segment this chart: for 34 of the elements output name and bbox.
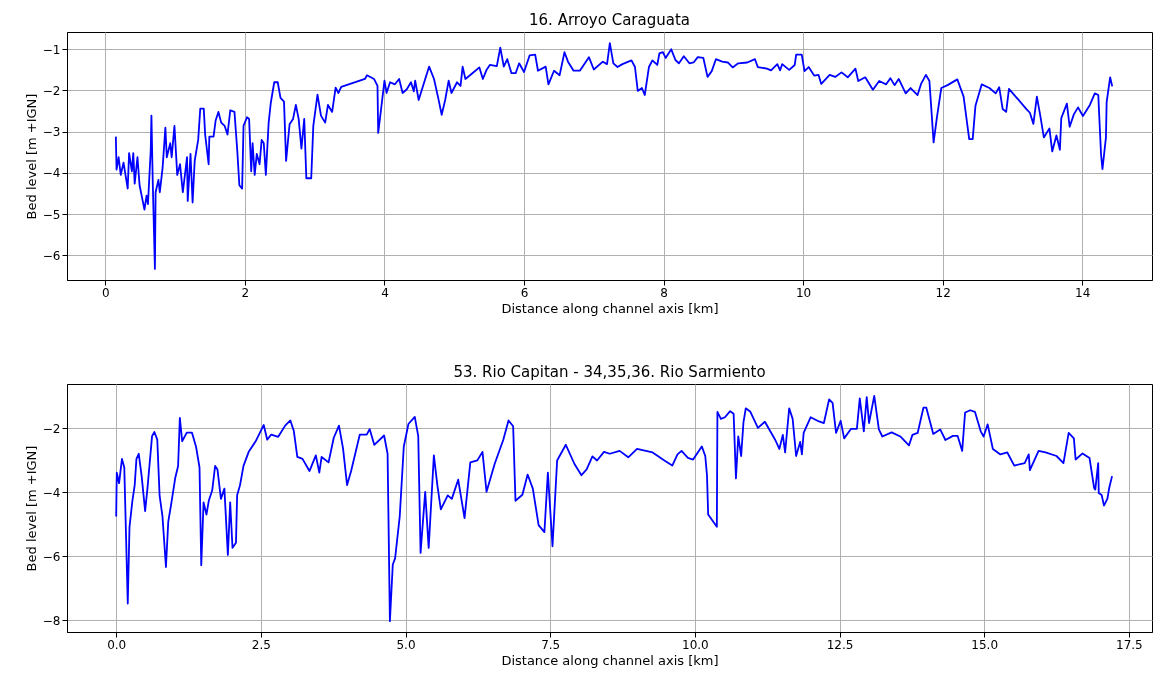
x-tick-label: 7.5 bbox=[541, 637, 561, 652]
y-tick-label: −4 bbox=[42, 485, 61, 500]
line-series bbox=[115, 394, 1113, 623]
y-tick-label: −6 bbox=[42, 248, 61, 263]
x-axis-title: Distance along channel axis [km] bbox=[501, 300, 719, 316]
x-tick-label: 0.0 bbox=[107, 637, 127, 652]
x-axis-title: Distance along channel axis [km] bbox=[501, 652, 719, 668]
x-tick-label: 8 bbox=[660, 285, 668, 300]
line-series bbox=[114, 42, 1114, 270]
x-tick-label: 2 bbox=[241, 285, 250, 300]
y-tick-label: −1 bbox=[42, 42, 61, 57]
y-tick-label: −6 bbox=[42, 549, 61, 564]
x-tick-label: 4 bbox=[381, 285, 389, 300]
y-axis-title: Bed level [m +IGN] bbox=[23, 93, 39, 220]
x-tick-label: 15.0 bbox=[971, 637, 999, 652]
x-tick-label: 2.5 bbox=[251, 637, 271, 652]
y-axis-title: Bed level [m +IGN] bbox=[23, 445, 39, 572]
chart-title: 16. Arroyo Caraguata bbox=[529, 11, 690, 29]
y-tick-label: −2 bbox=[42, 84, 61, 98]
y-tick-label: −3 bbox=[42, 125, 61, 140]
x-tick-label: 14 bbox=[1075, 285, 1091, 300]
x-tick-label: 5.0 bbox=[396, 637, 416, 652]
y-tick-label: −5 bbox=[42, 207, 61, 222]
chart-title: 53. Rio Capitan - 34,35,36. Rio Sarmiento bbox=[453, 363, 766, 381]
x-tick-label: 0 bbox=[102, 285, 110, 300]
x-tick-label: 10 bbox=[795, 285, 812, 300]
x-tick-label: 12 bbox=[935, 285, 951, 300]
x-tick-label: 12.5 bbox=[826, 637, 854, 652]
y-tick-label: −8 bbox=[42, 613, 61, 628]
x-tick-label: 6 bbox=[520, 285, 529, 300]
x-tick-label: 10.0 bbox=[681, 637, 709, 652]
y-tick-label: −4 bbox=[42, 166, 61, 181]
x-tick-label: 17.5 bbox=[1115, 637, 1143, 652]
y-tick-label: −2 bbox=[42, 421, 61, 436]
